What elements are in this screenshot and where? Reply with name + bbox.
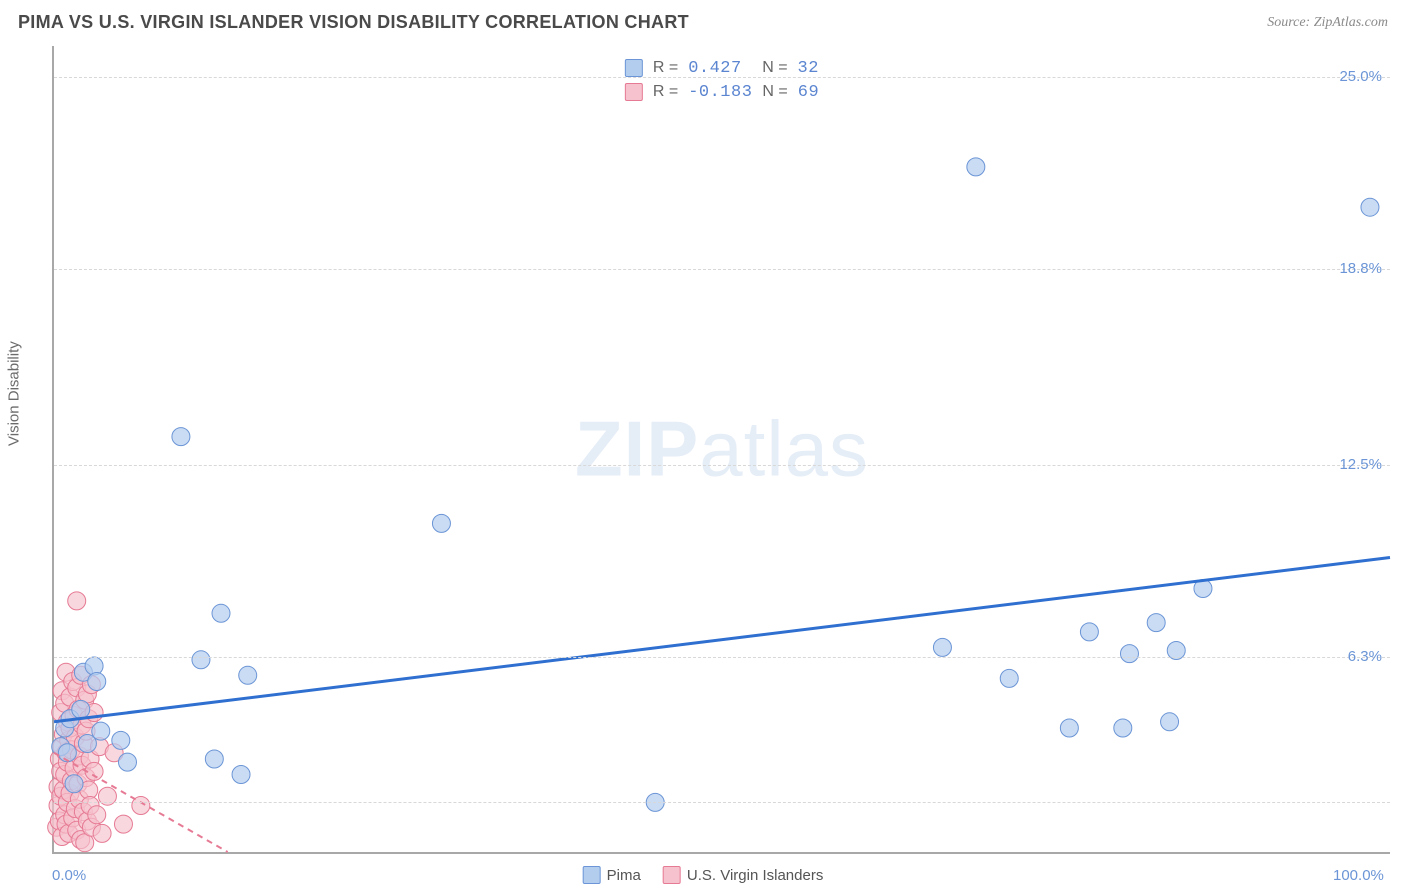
legend-label-pima: Pima xyxy=(607,867,641,884)
grid-line xyxy=(54,657,1390,658)
stat-r-value-usvi: -0.183 xyxy=(688,83,752,102)
stat-n-label: N = xyxy=(762,83,787,101)
grid-line xyxy=(54,465,1390,466)
y-tick-label: 18.8% xyxy=(1339,260,1382,277)
grid-line xyxy=(54,802,1390,803)
point-pima xyxy=(118,753,136,771)
grid-line xyxy=(54,77,1390,78)
stat-row-usvi: R = -0.183 N = 69 xyxy=(625,80,819,104)
point-pima xyxy=(1161,713,1179,731)
title-row: PIMA VS U.S. VIRGIN ISLANDER VISION DISA… xyxy=(18,12,1388,33)
legend-item-pima: Pima xyxy=(583,866,641,884)
point-pima xyxy=(1361,198,1379,216)
chart-title: PIMA VS U.S. VIRGIN ISLANDER VISION DISA… xyxy=(18,12,689,33)
point-pima xyxy=(58,744,76,762)
stat-r-label: R = xyxy=(653,59,678,77)
x-tick-label: 0.0% xyxy=(52,867,86,884)
plot-area: ZIPatlas R = 0.427 N = 32 R = -0.183 N =… xyxy=(52,46,1390,854)
point-pima xyxy=(239,666,257,684)
swatch-blue-icon xyxy=(625,59,643,77)
point-pima xyxy=(933,638,951,656)
point-pima xyxy=(92,722,110,740)
point-pima xyxy=(212,604,230,622)
stat-n-value-pima: 32 xyxy=(798,59,819,78)
point-pima xyxy=(1114,719,1132,737)
y-tick-label: 6.3% xyxy=(1348,648,1382,665)
grid-line xyxy=(54,269,1390,270)
point-pima xyxy=(192,651,210,669)
legend-label-usvi: U.S. Virgin Islanders xyxy=(687,867,823,884)
legend-bottom: Pima U.S. Virgin Islanders xyxy=(583,866,824,884)
y-tick-label: 12.5% xyxy=(1339,456,1382,473)
point-pima xyxy=(72,700,90,718)
chart-container: PIMA VS U.S. VIRGIN ISLANDER VISION DISA… xyxy=(0,0,1406,892)
point-usvi xyxy=(68,592,86,610)
point-pima xyxy=(205,750,223,768)
point-pima xyxy=(967,158,985,176)
point-pima xyxy=(65,775,83,793)
point-pima xyxy=(172,428,190,446)
point-pima xyxy=(232,766,250,784)
stat-r-label: R = xyxy=(653,83,678,101)
point-usvi xyxy=(93,824,111,842)
legend-item-usvi: U.S. Virgin Islanders xyxy=(663,866,823,884)
stat-n-value-usvi: 69 xyxy=(798,83,819,102)
y-tick-label: 25.0% xyxy=(1339,68,1382,85)
scatter-svg xyxy=(54,46,1390,852)
point-usvi xyxy=(114,815,132,833)
swatch-blue-icon xyxy=(583,866,601,884)
y-axis-label: Vision Disability xyxy=(6,341,23,446)
point-pima xyxy=(1080,623,1098,641)
point-pima xyxy=(1060,719,1078,737)
point-pima xyxy=(1147,614,1165,632)
point-pima xyxy=(1120,645,1138,663)
x-tick-label: 100.0% xyxy=(1333,867,1384,884)
stat-r-value-pima: 0.427 xyxy=(688,59,752,78)
point-pima xyxy=(112,731,130,749)
trend-line-pima xyxy=(54,558,1390,722)
correlation-stats-box: R = 0.427 N = 32 R = -0.183 N = 69 xyxy=(611,50,833,110)
swatch-pink-icon xyxy=(625,83,643,101)
point-pima xyxy=(1000,669,1018,687)
source-label: Source: ZipAtlas.com xyxy=(1267,15,1388,31)
point-pima xyxy=(88,673,106,691)
swatch-pink-icon xyxy=(663,866,681,884)
point-pima xyxy=(85,657,103,675)
point-usvi xyxy=(88,806,106,824)
point-pima xyxy=(432,514,450,532)
stat-n-label: N = xyxy=(762,59,787,77)
